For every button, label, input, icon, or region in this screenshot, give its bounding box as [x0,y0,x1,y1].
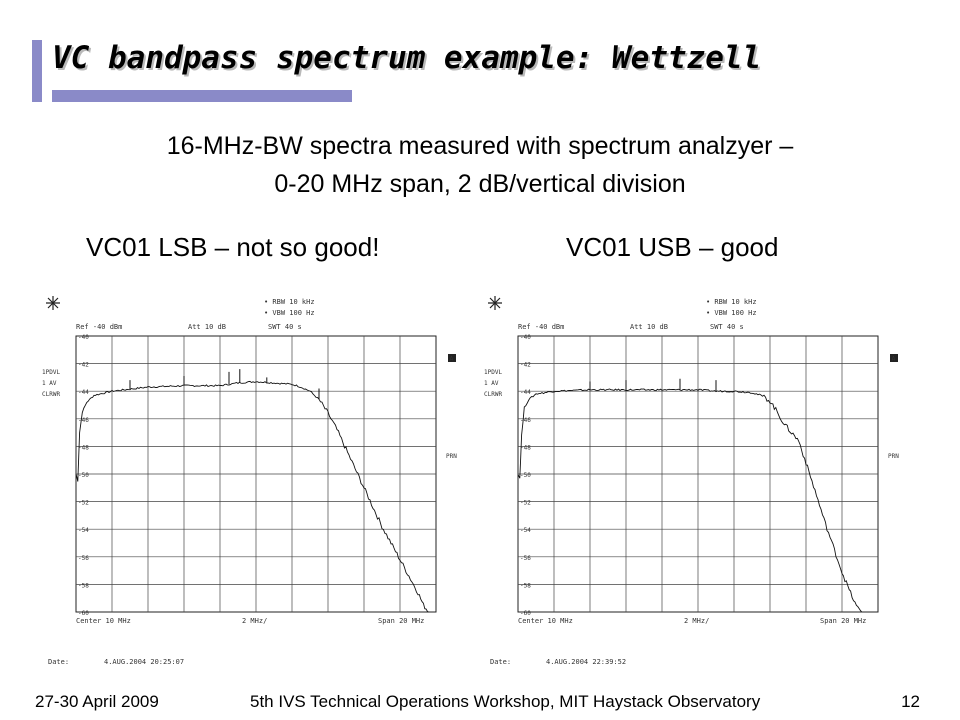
y-tick-label: -40 [520,334,531,341]
y-tick-label: -42 [78,362,89,369]
date-value: 4.AUG.2004 20:25:07 [104,658,184,666]
y-tick-label: -48 [520,444,531,451]
spectrum-chart-lsb: • RBW 10 kHz • VBW 100 Hz Ref -40 dBm Att 1… [42,296,457,666]
y-tick-label: -56 [78,555,89,562]
y-tick-label: -54 [520,527,531,534]
trace-mode-label: 1 AV [484,380,499,387]
y-tick-label: -42 [520,362,531,369]
attenuation-label: Att 10 dB [630,323,668,331]
trace-mode-label: CLRWR [42,391,60,398]
y-tick-label: -58 [520,582,531,589]
y-tick-label: -48 [78,444,89,451]
analyzer-logo-icon [488,296,502,310]
sweep-time-label: SWT 40 s [268,323,302,331]
per-division-label: 2 MHz/ [242,617,267,625]
span-label: Span 20 MHz [820,617,866,625]
y-tick-label: -52 [520,500,531,507]
ref-level-label: Ref -40 dBm [518,323,564,331]
attenuation-label: Att 10 dB [188,323,226,331]
footer-page-number: 12 [901,692,920,711]
y-tick-label: -46 [78,417,89,424]
subtitle-line-2: 0-20 MHz span, 2 dB/vertical division [274,170,686,198]
trace-mode-label: 1 AV [42,380,57,387]
right-label-prn: PRN [888,453,899,460]
y-tick-label: -50 [520,472,531,479]
y-tick-label: -44 [520,389,531,396]
vbw-label: • VBW 100 Hz [264,309,315,317]
center-frequency-label: Center 10 MHz [76,617,131,625]
per-division-label: 2 MHz/ [684,617,709,625]
ref-level-label: Ref -40 dBm [76,323,122,331]
y-tick-label: -44 [78,389,89,396]
span-label: Span 20 MHz [378,617,424,625]
spectrum-chart-usb: • RBW 10 kHz • VBW 100 Hz Ref -40 dBm Att 1… [484,296,899,666]
center-frequency-label: Center 10 MHz [518,617,573,625]
sweep-time-label: SWT 40 s [710,323,744,331]
y-tick-label: -60 [78,610,89,617]
y-tick-label: -40 [78,334,89,341]
trace-mode-label: 1PDVL [42,369,60,376]
right-label-a: A [892,356,896,363]
right-label-a: A [450,356,454,363]
title-underline-bar [52,90,352,102]
right-label-prn: PRN [446,453,457,460]
date-label: Date: [490,658,511,666]
marker-box [890,354,898,362]
footer-date: 27-30 April 2009 [35,692,159,711]
rbw-label: • RBW 10 kHz [706,298,757,306]
rbw-label: • RBW 10 kHz [264,298,315,306]
spectrum-trace [75,380,429,613]
y-tick-label: -46 [520,417,531,424]
spectrum-trace [517,388,863,613]
analyzer-logo-icon [46,296,60,310]
y-tick-label: -50 [78,472,89,479]
chart-title-lsb: VC01 LSB – not so good! [86,232,380,262]
slide-title: VC bandpass spectrum example: Wettzell [52,40,762,76]
date-label: Date: [48,658,69,666]
y-tick-label: -54 [78,527,89,534]
trace-mode-label: CLRWR [484,391,502,398]
y-tick-label: -60 [520,610,531,617]
y-tick-label: -52 [78,500,89,507]
date-value: 4.AUG.2004 22:39:52 [546,658,626,666]
title-accent-vertical [32,40,42,102]
y-tick-label: -56 [520,555,531,562]
trace-mode-label: 1PDVL [484,369,502,376]
footer-workshop: 5th IVS Technical Operations Workshop, M… [250,692,761,711]
chart-title-usb: VC01 USB – good [566,232,779,262]
y-tick-label: -58 [78,582,89,589]
vbw-label: • VBW 100 Hz [706,309,757,317]
marker-box [448,354,456,362]
subtitle-line-1: 16-MHz-BW spectra measured with spectrum… [166,132,794,160]
